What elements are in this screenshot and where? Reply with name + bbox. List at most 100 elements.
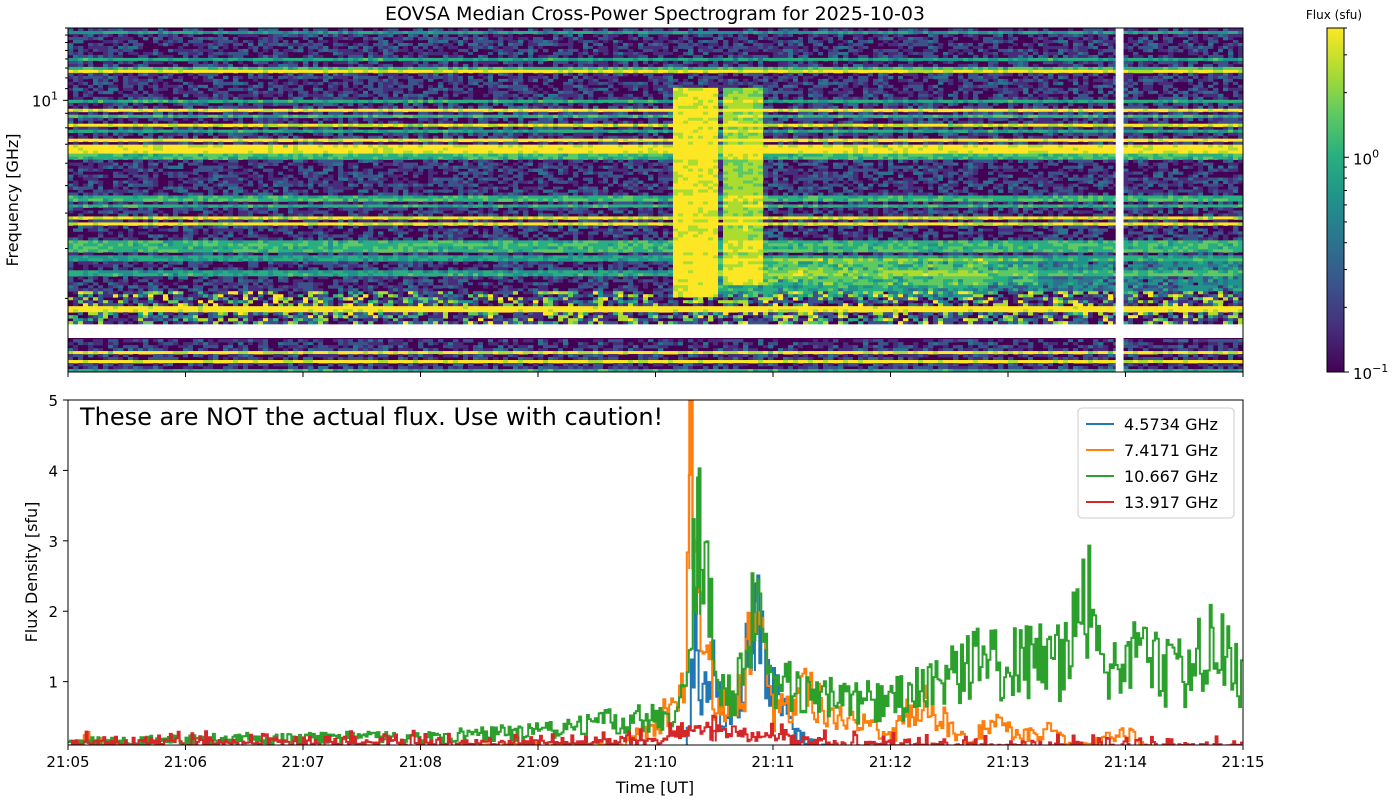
spectrogram-cell <box>1093 30 1099 35</box>
spectrogram-cell <box>383 90 389 95</box>
spectrogram-cell <box>243 87 249 92</box>
spectrogram-cell <box>828 72 834 77</box>
spectrogram-cell <box>1078 87 1084 92</box>
spectrogram-cell <box>368 36 374 41</box>
spectrogram-cell <box>508 30 514 35</box>
spectrogram-cell <box>863 90 869 95</box>
spectrogram-cell <box>928 63 934 68</box>
spectrogram-cell <box>968 51 974 56</box>
spectrogram-cell <box>853 78 859 83</box>
spectrogram-cell <box>168 78 174 83</box>
spectrogram-cell <box>678 93 684 98</box>
spectrogram-cell <box>263 48 269 53</box>
spectrogram-cell <box>373 51 379 56</box>
spectrogram-cell <box>1153 90 1159 95</box>
spectrogram-cell <box>988 63 994 68</box>
spectrogram-cell <box>828 75 834 80</box>
spectrogram-cell <box>693 90 699 95</box>
spectrogram-cell <box>198 45 204 50</box>
spectrogram-cell <box>923 36 929 41</box>
spectrogram-cell <box>728 105 734 110</box>
spectrogram-cell <box>318 57 324 62</box>
spectrogram-cell <box>973 75 979 80</box>
spectrogram-cell <box>318 39 324 44</box>
spectrogram-cell <box>1053 28 1059 32</box>
spectrogram-cell <box>308 105 314 110</box>
spectrogram-cell <box>558 99 564 104</box>
spectrogram-cell <box>1098 57 1104 62</box>
spectrogram-cell <box>508 69 514 74</box>
spectrogram-cell <box>333 72 339 77</box>
spectrogram-cell <box>1033 93 1039 98</box>
spectrogram-cell <box>1233 99 1239 104</box>
spectrogram-cell <box>1168 63 1174 68</box>
spectrogram-cell <box>193 105 199 110</box>
spectrogram-cell <box>618 54 624 59</box>
spectrogram-cell <box>238 93 244 98</box>
spectrogram-cell <box>748 96 754 101</box>
spectrogram-cell <box>1098 90 1104 95</box>
spectrogram-cell <box>1058 57 1064 62</box>
spectrogram-cell <box>923 48 929 53</box>
spectrogram-cell <box>408 105 414 110</box>
spectrogram-cell <box>833 51 839 56</box>
spectrogram-cell <box>1183 93 1189 98</box>
spectrogram-cell <box>408 45 414 50</box>
spectrogram-cell <box>928 54 934 59</box>
spectrogram-cell <box>663 81 669 86</box>
spectrogram-cell <box>178 69 184 74</box>
spectrogram-cell <box>303 78 309 83</box>
spectrogram-cell <box>603 57 609 62</box>
spectrogram-cell <box>923 102 929 107</box>
spectrogram-cell <box>253 57 259 62</box>
spectrogram-cell <box>698 96 704 101</box>
spectrogram-cell <box>1038 39 1044 44</box>
spectrogram-cell <box>758 54 764 59</box>
spectrogram-cell <box>703 90 709 95</box>
spectrogram-cell <box>333 99 339 104</box>
spectrogram-cell <box>678 39 684 44</box>
spectrogram-cell <box>743 99 749 104</box>
spectrogram-cell <box>233 36 239 41</box>
spectrogram-cell <box>673 48 679 53</box>
spectrogram-cell <box>93 42 99 47</box>
spectrogram-cell <box>798 66 804 71</box>
spectrogram-cell <box>1113 84 1119 89</box>
spectrogram-cell <box>1078 69 1084 74</box>
spectrogram-cell <box>1013 36 1019 41</box>
spectrogram-cell <box>918 63 924 68</box>
spectrogram-cell <box>368 30 374 35</box>
spectrogram-cell <box>398 99 404 104</box>
spectrogram-cell <box>913 69 919 74</box>
spectrogram-cell <box>278 54 284 59</box>
spectrogram-cell <box>898 28 904 32</box>
spectrogram-cell <box>1128 30 1134 35</box>
spectrogram-cell <box>728 60 734 65</box>
spectrogram-cell <box>813 30 819 35</box>
spectrogram-cell <box>303 33 309 38</box>
spectrogram-cell <box>368 99 374 104</box>
spectrogram-cell <box>963 57 969 62</box>
spectrogram-cell <box>1003 66 1009 71</box>
spectrogram-cell <box>238 60 244 65</box>
spectrogram-cell <box>1043 96 1049 101</box>
spectrogram-cell <box>68 42 74 47</box>
spectrogram-cell <box>593 30 599 35</box>
spectrogram-cell <box>628 105 634 110</box>
spectrogram-cell <box>513 45 519 50</box>
spectrogram-cell <box>1128 84 1134 89</box>
spectrogram-cell <box>108 66 114 71</box>
spectrogram-cell <box>1233 39 1239 44</box>
spectrogram-cell <box>283 36 289 41</box>
spectrogram-cell <box>753 105 759 110</box>
spectrogram-cell <box>508 57 514 62</box>
spectrogram-cell <box>118 51 124 56</box>
spectrogram-cell <box>453 96 459 101</box>
spectrogram-cell <box>258 78 264 83</box>
spectrogram-cell <box>468 66 474 71</box>
spectrogram-cell <box>688 102 694 107</box>
spectrogram-cell <box>263 30 269 35</box>
spectrogram-cell <box>1188 105 1194 110</box>
spectrogram-cell <box>973 60 979 65</box>
spectrogram-cell <box>378 78 384 83</box>
